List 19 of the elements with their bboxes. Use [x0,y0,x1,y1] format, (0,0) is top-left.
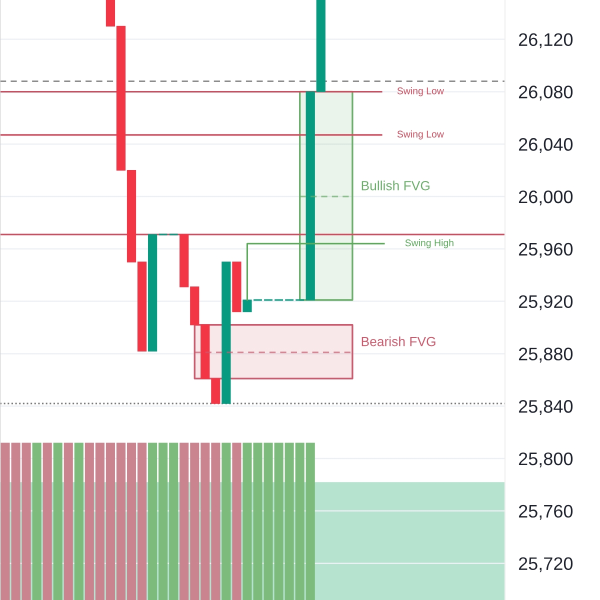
y-tick-label: 25,960 [518,242,573,258]
y-tick-label: 25,880 [518,348,573,363]
y-tick-label: 26,120 [518,33,573,48]
y-tick-label: 26,080 [518,86,573,101]
candlestick [232,262,242,312]
y-tick-label: 25,800 [518,452,573,468]
y-tick-label: 25,840 [518,400,573,415]
candlestick [222,262,231,404]
series-label: Bullish FVG [362,180,430,190]
series-label: Bearish FVG [362,336,436,346]
y-tick-label: 25,920 [518,295,573,310]
y-tick-label: 26,040 [518,138,573,153]
ref-line-label: Swing Low [397,130,444,140]
ref-line-label: Swing Low [397,87,444,96]
y-tick-label: 25,760 [518,504,573,520]
candlestick [148,234,158,352]
y-tick-label: 25,720 [518,557,573,572]
y-tick-label: 26,000 [518,190,573,206]
text: Swing High [405,239,454,248]
